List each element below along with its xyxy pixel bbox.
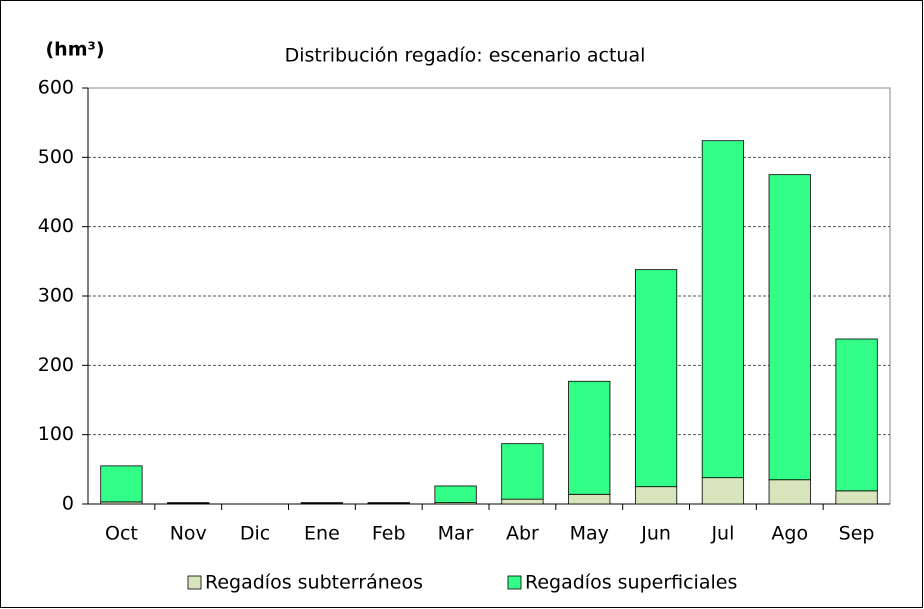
bar-segment [768, 174, 811, 481]
x-tick-label: Abr [506, 523, 539, 545]
bar-segment [167, 502, 210, 504]
bar-segment [367, 502, 410, 504]
x-tick-label: Jul [710, 523, 734, 545]
bar-segment [768, 479, 811, 505]
y-tick-label: 0 [62, 493, 74, 515]
bar-segment [501, 443, 544, 500]
x-tick-label: Jun [640, 523, 671, 545]
bar-segment [568, 380, 611, 495]
bar-segment [568, 493, 611, 505]
bar-segment [634, 486, 678, 505]
x-tick-label: May [570, 523, 609, 545]
bar-segment [701, 140, 745, 479]
x-tick-label: Sep [839, 523, 875, 545]
y-tick-label: 400 [38, 215, 74, 237]
bar-segment [835, 490, 878, 505]
y-tick-label: 300 [38, 285, 74, 307]
bar-segment [100, 465, 143, 503]
bar-segment [835, 338, 878, 492]
legend-swatch [187, 575, 202, 590]
legend-label: Regadíos superficiales [525, 572, 737, 594]
x-tick-label: Mar [438, 523, 474, 545]
bar-segment [634, 269, 678, 488]
y-tick-label: 500 [38, 146, 74, 168]
y-tick-label: 200 [38, 354, 74, 376]
x-tick-label: Dic [240, 523, 270, 545]
bar-segment [501, 498, 544, 505]
x-tick-label: Nov [170, 523, 207, 545]
x-tick-label: Ene [304, 523, 340, 545]
x-tick-label: Oct [105, 523, 138, 545]
bar-segment [434, 485, 477, 504]
y-tick-label: 600 [38, 77, 74, 99]
legend-label: Regadíos subterráneos [205, 572, 423, 594]
legend-swatch [507, 575, 522, 590]
x-tick-label: Ago [771, 523, 808, 545]
chart-title: Distribución regadío: escenario actual [285, 45, 646, 67]
y-axis-label: (hm³) [45, 39, 104, 61]
y-tick-label: 100 [38, 423, 74, 445]
bar-segment [300, 502, 344, 504]
bar-segment [701, 477, 745, 505]
x-tick-label: Feb [372, 523, 406, 545]
